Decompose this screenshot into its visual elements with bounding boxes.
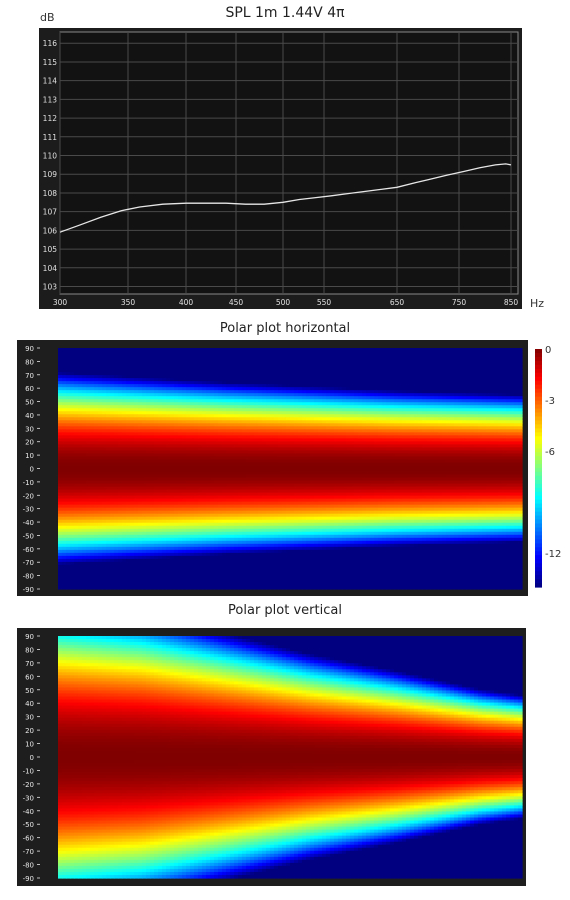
- angle-tick-label: 0: [30, 754, 34, 762]
- angle-tick-label: 80: [25, 358, 34, 366]
- spl-chart: 103 104 105 106 107 108 109 110 111 112 113 114 115 1…: [39, 11, 544, 310]
- spl-curve: [59, 163, 512, 233]
- angle-tick-label: 40: [25, 700, 34, 708]
- x-tick-label: 300: [53, 298, 68, 307]
- angle-tick-label: -10: [23, 767, 34, 775]
- colorbar-tick-label: -3: [545, 396, 555, 407]
- x-tick-label: 400: [179, 298, 194, 307]
- angle-tick-label: 30: [25, 425, 34, 433]
- y-tick-label: 105: [43, 245, 58, 254]
- polar-horizontal-title: Polar plot horizontal: [219, 321, 351, 336]
- angle-tick-label: -70: [23, 848, 34, 856]
- angle-tick-label: -50: [23, 532, 34, 540]
- angle-tick-label: 10: [25, 452, 34, 460]
- x-tick-label: 650: [390, 298, 405, 307]
- colorbar-tick-label: -12: [545, 549, 561, 560]
- angle-tick-label: 90: [25, 633, 34, 641]
- angle-tick-label: 90: [25, 345, 34, 353]
- y-tick-label: 104: [43, 264, 58, 273]
- x-tick-label: 450: [229, 298, 244, 307]
- angle-tick-label: 40: [25, 412, 34, 420]
- angle-tick-label: 30: [25, 714, 34, 722]
- angle-tick-label: 20: [25, 727, 34, 735]
- angle-tick-label: 70: [25, 372, 34, 380]
- y-tick-label: 115: [43, 58, 58, 67]
- x-axis-label: Hz: [530, 297, 544, 310]
- y-tick-label: 110: [43, 152, 58, 161]
- angle-tick-label: -60: [23, 835, 34, 843]
- angle-tick-label: -40: [23, 519, 34, 527]
- angle-tick-label: -40: [23, 808, 34, 816]
- angle-tick-label: -50: [23, 821, 34, 829]
- x-tick-label: 350: [121, 298, 136, 307]
- polar-horizontal-heatmap: [58, 348, 523, 590]
- x-tick-label: 750: [452, 298, 467, 307]
- y-tick-label: 103: [43, 283, 58, 292]
- y-axis-label: dB: [40, 11, 55, 24]
- y-tick-label: 109: [43, 170, 58, 179]
- polar-vertical-heatmap: [58, 636, 523, 879]
- colorbar-tick-label: -6: [545, 447, 555, 458]
- x-tick-label: 850: [504, 298, 519, 307]
- polar-horizontal-chart: 9080706050403020100-10-20-30-40-50-60-70…: [17, 340, 561, 596]
- angle-tick-label: 0: [30, 466, 34, 474]
- y-tick-label: 112: [43, 114, 58, 123]
- angle-tick-label: -70: [23, 559, 34, 567]
- x-tick-label: 550: [317, 298, 332, 307]
- angle-tick-label: -20: [23, 781, 34, 789]
- y-tick-label: 114: [43, 77, 58, 86]
- spl-chart-title: SPL 1m 1.44V 4π: [225, 5, 345, 21]
- y-tick-label: 106: [43, 226, 58, 235]
- angle-tick-label: -60: [23, 546, 34, 554]
- angle-tick-label: 20: [25, 439, 34, 447]
- y-tick-label: 116: [43, 39, 58, 48]
- angle-tick-label: -30: [23, 794, 34, 802]
- angle-tick-label: -80: [23, 573, 34, 581]
- angle-tick-label: -90: [23, 586, 34, 594]
- colorbar-tick-label: 0: [545, 345, 551, 356]
- angle-tick-label: -10: [23, 479, 34, 487]
- angle-tick-label: 50: [25, 399, 34, 407]
- y-tick-label: 111: [43, 133, 58, 142]
- y-tick-label: 113: [43, 95, 58, 104]
- angle-tick-label: 50: [25, 687, 34, 695]
- angle-tick-label: -90: [23, 875, 34, 883]
- y-tick-label: 107: [43, 208, 58, 217]
- angle-tick-label: 60: [25, 673, 34, 681]
- angle-tick-label: 10: [25, 741, 34, 749]
- angle-tick-label: -30: [23, 506, 34, 514]
- colorbar: 0 -3 -6 -12: [535, 345, 561, 588]
- angle-tick-label: -20: [23, 492, 34, 500]
- x-tick-label: 500: [276, 298, 291, 307]
- angle-tick-label: 70: [25, 660, 34, 668]
- angle-tick-label: 80: [25, 646, 34, 654]
- angle-tick-label: -80: [23, 862, 34, 870]
- polar-vertical-title: Polar plot vertical: [228, 603, 342, 618]
- angle-tick-label: 60: [25, 385, 34, 393]
- y-tick-label: 108: [43, 189, 58, 198]
